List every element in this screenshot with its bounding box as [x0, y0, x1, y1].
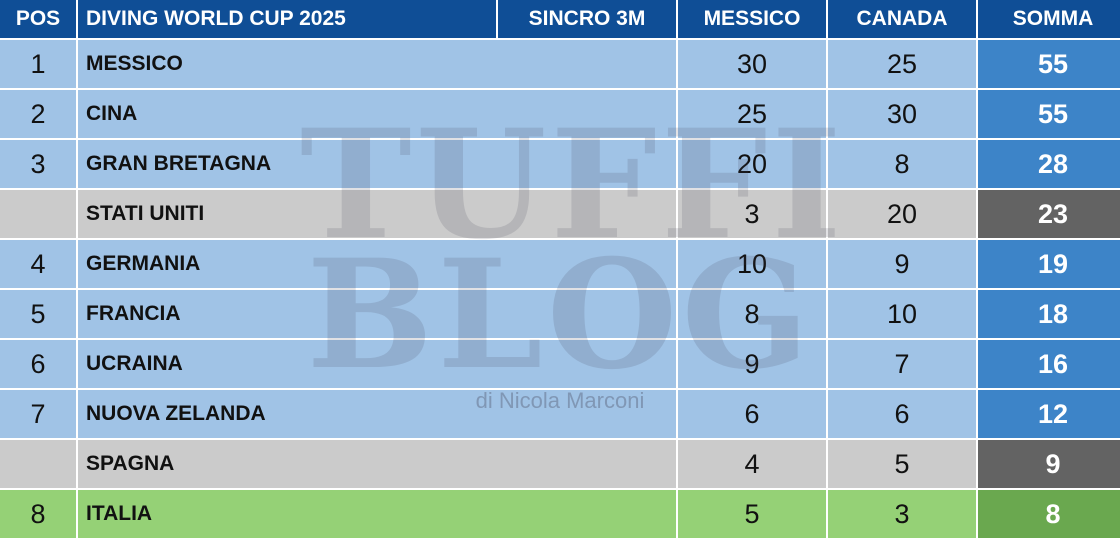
row-total: 9 — [978, 440, 1120, 490]
row-canada-score: 8 — [828, 140, 976, 190]
row-messico-score: 3 — [678, 190, 826, 240]
row-pos: 8 — [0, 490, 76, 540]
header-somma: SOMMA — [978, 0, 1120, 40]
row-pos — [0, 190, 76, 240]
row-country: UCRAINA — [78, 340, 676, 390]
row-messico-score: 8 — [678, 290, 826, 340]
row-pos — [0, 440, 76, 490]
row-total: 19 — [978, 240, 1120, 290]
row-total: 18 — [978, 290, 1120, 340]
row-country: GRAN BRETAGNA — [78, 140, 676, 190]
row-canada-score: 30 — [828, 90, 976, 140]
row-country: FRANCIA — [78, 290, 676, 340]
row-total: 16 — [978, 340, 1120, 390]
row-total: 55 — [978, 40, 1120, 90]
row-canada-score: 5 — [828, 440, 976, 490]
row-country: GERMANIA — [78, 240, 676, 290]
row-country: CINA — [78, 90, 676, 140]
header-event: SINCRO 3M — [498, 0, 676, 40]
row-messico-score: 6 — [678, 390, 826, 440]
row-pos: 2 — [0, 90, 76, 140]
row-total: 12 — [978, 390, 1120, 440]
row-pos: 7 — [0, 390, 76, 440]
row-messico-score: 20 — [678, 140, 826, 190]
row-pos: 5 — [0, 290, 76, 340]
row-pos: 6 — [0, 340, 76, 390]
row-canada-score: 6 — [828, 390, 976, 440]
row-pos: 3 — [0, 140, 76, 190]
row-messico-score: 4 — [678, 440, 826, 490]
row-canada-score: 10 — [828, 290, 976, 340]
row-messico-score: 10 — [678, 240, 826, 290]
row-messico-score: 9 — [678, 340, 826, 390]
row-pos: 1 — [0, 40, 76, 90]
header-canada: CANADA — [828, 0, 976, 40]
row-messico-score: 5 — [678, 490, 826, 540]
row-canada-score: 25 — [828, 40, 976, 90]
row-pos: 4 — [0, 240, 76, 290]
row-total: 8 — [978, 490, 1120, 540]
row-canada-score: 20 — [828, 190, 976, 240]
row-total: 23 — [978, 190, 1120, 240]
row-total: 28 — [978, 140, 1120, 190]
row-country: SPAGNA — [78, 440, 676, 490]
header-messico: MESSICO — [678, 0, 826, 40]
row-messico-score: 25 — [678, 90, 826, 140]
row-country: MESSICO — [78, 40, 676, 90]
row-country: NUOVA ZELANDA — [78, 390, 676, 440]
header-title: DIVING WORLD CUP 2025 — [78, 0, 496, 40]
row-total: 55 — [978, 90, 1120, 140]
row-country: STATI UNITI — [78, 190, 676, 240]
header-pos: POS — [0, 0, 76, 40]
row-canada-score: 7 — [828, 340, 976, 390]
row-messico-score: 30 — [678, 40, 826, 90]
row-canada-score: 9 — [828, 240, 976, 290]
row-canada-score: 3 — [828, 490, 976, 540]
row-country: ITALIA — [78, 490, 676, 540]
